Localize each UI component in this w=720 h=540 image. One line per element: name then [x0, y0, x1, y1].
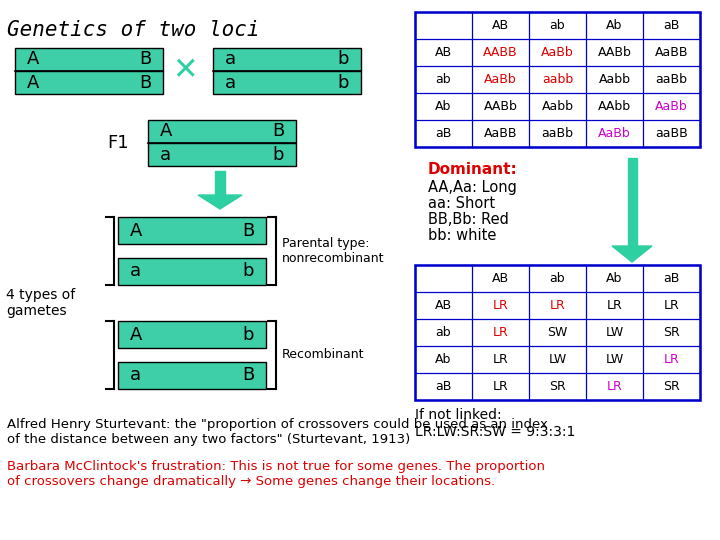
Polygon shape	[612, 246, 652, 262]
Text: aaBB: aaBB	[655, 127, 688, 140]
FancyBboxPatch shape	[148, 120, 296, 143]
Text: b: b	[272, 145, 284, 164]
Text: ab: ab	[549, 19, 565, 32]
Text: AaBb: AaBb	[541, 46, 574, 59]
Text: AA,Aa: Long: AA,Aa: Long	[428, 180, 517, 195]
Text: aa: Short: aa: Short	[428, 196, 495, 211]
FancyBboxPatch shape	[118, 321, 266, 348]
Text: aB: aB	[436, 127, 451, 140]
Text: LR: LR	[664, 353, 680, 366]
Text: aB: aB	[436, 380, 451, 393]
FancyBboxPatch shape	[213, 71, 361, 94]
Text: ab: ab	[436, 73, 451, 86]
Text: bb: white: bb: white	[428, 228, 496, 243]
Text: If not linked:: If not linked:	[415, 408, 502, 422]
Text: b: b	[243, 262, 254, 280]
Text: LW: LW	[549, 353, 567, 366]
Text: LR: LR	[492, 380, 508, 393]
Text: AB: AB	[492, 19, 509, 32]
Text: a: a	[130, 262, 141, 280]
Text: aaBb: aaBb	[655, 73, 688, 86]
Text: B: B	[272, 123, 284, 140]
Text: LR: LR	[492, 353, 508, 366]
Text: ab: ab	[549, 272, 565, 285]
Text: LR: LR	[607, 299, 622, 312]
Text: A: A	[27, 73, 39, 91]
Text: Genetics of two loci: Genetics of two loci	[7, 20, 259, 40]
Text: aB: aB	[663, 272, 680, 285]
Text: SR: SR	[663, 380, 680, 393]
Text: BB,Bb: Red: BB,Bb: Red	[428, 212, 509, 227]
Bar	[415, 265, 700, 400]
Text: AaBB: AaBB	[484, 127, 517, 140]
Text: a: a	[160, 145, 171, 164]
Text: SR: SR	[549, 380, 566, 393]
Text: aabb: aabb	[542, 73, 573, 86]
Text: AB: AB	[435, 299, 452, 312]
Text: aB: aB	[663, 19, 680, 32]
Text: Ab: Ab	[606, 19, 623, 32]
Text: A: A	[130, 221, 142, 240]
Text: LW: LW	[606, 353, 624, 366]
Text: AAbb: AAbb	[598, 100, 631, 113]
Bar	[415, 12, 700, 147]
Text: b: b	[338, 73, 349, 91]
Text: a: a	[225, 73, 236, 91]
Text: SW: SW	[547, 326, 567, 339]
Text: A: A	[27, 51, 39, 69]
Text: LR: LR	[492, 299, 508, 312]
Text: b: b	[338, 51, 349, 69]
Text: B: B	[139, 51, 151, 69]
Text: aaBb: aaBb	[541, 127, 574, 140]
Text: ab: ab	[436, 326, 451, 339]
Text: LR:LW:SR:SW = 9:3:3:1: LR:LW:SR:SW = 9:3:3:1	[415, 425, 575, 439]
FancyBboxPatch shape	[118, 258, 266, 285]
Bar	[628, 158, 636, 246]
Text: Parental type:
nonrecombinant: Parental type: nonrecombinant	[282, 237, 384, 265]
Text: Dominant:: Dominant:	[428, 162, 518, 177]
Text: AB: AB	[435, 46, 452, 59]
FancyBboxPatch shape	[213, 48, 361, 71]
FancyBboxPatch shape	[15, 48, 163, 71]
Text: Ab: Ab	[436, 353, 451, 366]
Text: SR: SR	[663, 326, 680, 339]
Text: Ab: Ab	[606, 272, 623, 285]
Text: AaBb: AaBb	[484, 73, 517, 86]
Text: b: b	[243, 326, 254, 343]
Text: A: A	[130, 326, 142, 343]
Bar	[215, 171, 225, 195]
Text: AaBb: AaBb	[655, 100, 688, 113]
Text: B: B	[242, 367, 254, 384]
Text: LR: LR	[492, 326, 508, 339]
Text: B: B	[139, 73, 151, 91]
Text: LR: LR	[607, 380, 622, 393]
Text: LR: LR	[664, 299, 680, 312]
FancyBboxPatch shape	[148, 143, 296, 166]
FancyBboxPatch shape	[15, 71, 163, 94]
FancyBboxPatch shape	[118, 217, 266, 244]
Text: a: a	[130, 367, 141, 384]
Text: ✕: ✕	[172, 57, 198, 85]
Text: F1: F1	[107, 134, 129, 152]
Text: Recombinant: Recombinant	[282, 348, 364, 361]
Text: AABb: AABb	[484, 100, 518, 113]
Text: Aabb: Aabb	[598, 73, 631, 86]
FancyBboxPatch shape	[118, 362, 266, 389]
Text: Ab: Ab	[436, 100, 451, 113]
Text: AB: AB	[492, 272, 509, 285]
Text: Barbara McClintock's frustration: This is not true for some genes. The proportio: Barbara McClintock's frustration: This i…	[7, 460, 545, 488]
Text: AaBb: AaBb	[598, 127, 631, 140]
Text: AaBB: AaBB	[654, 46, 688, 59]
Text: Aabb: Aabb	[541, 100, 574, 113]
Text: 4 types of
gametes: 4 types of gametes	[6, 288, 76, 318]
Polygon shape	[198, 195, 242, 209]
Text: A: A	[160, 123, 172, 140]
Text: AABb: AABb	[598, 46, 631, 59]
Text: B: B	[242, 221, 254, 240]
Text: AABB: AABB	[483, 46, 518, 59]
Text: LR: LR	[549, 299, 565, 312]
Text: Alfred Henry Sturtevant: the "proportion of crossovers could be used as an index: Alfred Henry Sturtevant: the "proportion…	[7, 418, 548, 446]
Text: LW: LW	[606, 326, 624, 339]
Text: a: a	[225, 51, 236, 69]
